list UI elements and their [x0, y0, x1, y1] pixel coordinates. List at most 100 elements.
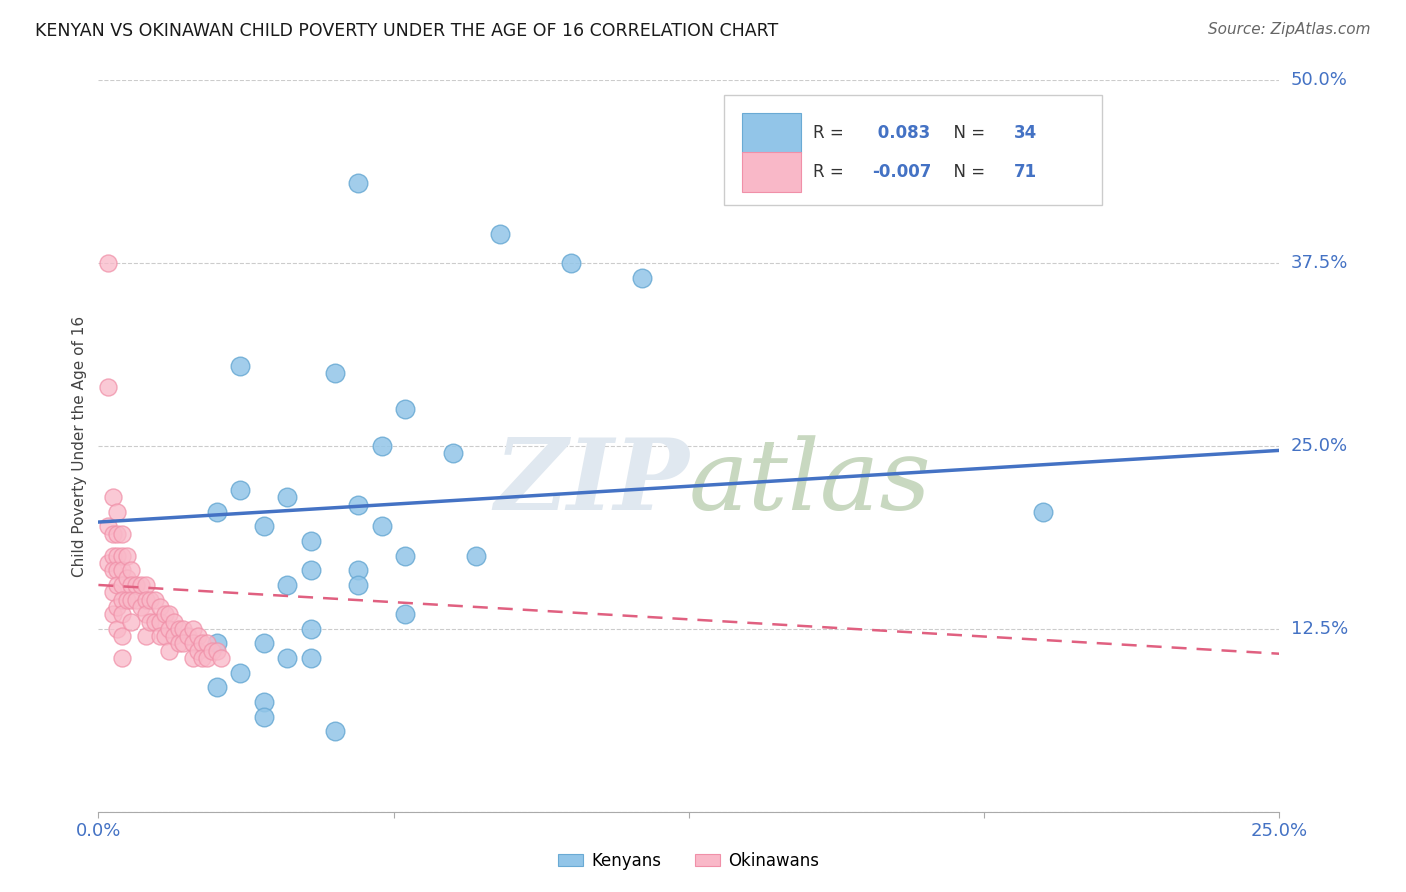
- Point: [181, 636, 204, 650]
- FancyBboxPatch shape: [742, 152, 801, 192]
- Point: [205, 644, 228, 658]
- Point: [191, 636, 214, 650]
- Point: [139, 615, 162, 629]
- Point: [195, 636, 218, 650]
- Point: [157, 644, 180, 658]
- Point: [347, 176, 370, 190]
- Point: [121, 615, 143, 629]
- Point: [97, 256, 120, 270]
- Point: [157, 607, 180, 622]
- Point: [111, 563, 134, 577]
- Point: [121, 578, 143, 592]
- Point: [153, 607, 176, 622]
- Text: N =: N =: [943, 162, 990, 181]
- Point: [105, 563, 128, 577]
- Point: [121, 563, 143, 577]
- Point: [111, 578, 134, 592]
- Point: [135, 629, 157, 643]
- Point: [135, 607, 157, 622]
- Text: R =: R =: [813, 124, 849, 142]
- Text: -0.007: -0.007: [872, 162, 931, 181]
- Point: [115, 571, 138, 585]
- Text: ZIP: ZIP: [494, 434, 689, 531]
- Point: [101, 490, 124, 504]
- Point: [347, 578, 370, 592]
- Point: [299, 563, 322, 577]
- Point: [465, 549, 488, 563]
- Point: [276, 490, 298, 504]
- Point: [111, 592, 134, 607]
- Point: [394, 549, 416, 563]
- Point: [101, 607, 124, 622]
- Text: Source: ZipAtlas.com: Source: ZipAtlas.com: [1208, 22, 1371, 37]
- Point: [347, 498, 370, 512]
- Point: [299, 622, 322, 636]
- Point: [163, 629, 186, 643]
- Point: [276, 578, 298, 592]
- Point: [253, 695, 276, 709]
- Point: [489, 227, 512, 241]
- Point: [276, 651, 298, 665]
- Point: [143, 592, 166, 607]
- Text: 0.083: 0.083: [872, 124, 931, 142]
- Point: [205, 505, 228, 519]
- Point: [163, 615, 186, 629]
- Point: [111, 526, 134, 541]
- Point: [560, 256, 582, 270]
- Text: atlas: atlas: [689, 435, 932, 530]
- Point: [101, 549, 124, 563]
- FancyBboxPatch shape: [742, 113, 801, 153]
- Point: [323, 366, 346, 380]
- Point: [115, 592, 138, 607]
- Point: [441, 446, 464, 460]
- FancyBboxPatch shape: [724, 95, 1102, 204]
- Point: [167, 636, 190, 650]
- Point: [143, 615, 166, 629]
- Point: [177, 629, 200, 643]
- Point: [205, 681, 228, 695]
- Point: [121, 592, 143, 607]
- Point: [101, 563, 124, 577]
- Point: [97, 519, 120, 533]
- Text: 71: 71: [1014, 162, 1036, 181]
- Point: [149, 615, 172, 629]
- Text: N =: N =: [943, 124, 990, 142]
- Text: KENYAN VS OKINAWAN CHILD POVERTY UNDER THE AGE OF 16 CORRELATION CHART: KENYAN VS OKINAWAN CHILD POVERTY UNDER T…: [35, 22, 779, 40]
- Point: [105, 599, 128, 614]
- Point: [139, 592, 162, 607]
- Point: [299, 651, 322, 665]
- Point: [394, 402, 416, 417]
- Point: [135, 592, 157, 607]
- Text: 50.0%: 50.0%: [1291, 71, 1347, 89]
- Point: [394, 607, 416, 622]
- Point: [111, 651, 134, 665]
- Point: [347, 563, 370, 577]
- Point: [209, 651, 232, 665]
- Text: 34: 34: [1014, 124, 1038, 142]
- Point: [129, 599, 152, 614]
- Legend: Kenyans, Okinawans: Kenyans, Okinawans: [551, 846, 827, 877]
- Point: [111, 629, 134, 643]
- Point: [187, 629, 209, 643]
- Point: [105, 549, 128, 563]
- Point: [229, 359, 252, 373]
- Point: [105, 505, 128, 519]
- Point: [135, 578, 157, 592]
- Point: [201, 644, 224, 658]
- Point: [125, 592, 148, 607]
- Point: [299, 534, 322, 549]
- Point: [149, 629, 172, 643]
- Point: [101, 585, 124, 599]
- Point: [229, 665, 252, 680]
- Point: [195, 651, 218, 665]
- Point: [157, 622, 180, 636]
- Point: [191, 651, 214, 665]
- Point: [129, 578, 152, 592]
- Point: [323, 724, 346, 739]
- Point: [167, 622, 190, 636]
- Point: [1032, 505, 1054, 519]
- Text: 12.5%: 12.5%: [1291, 620, 1348, 638]
- Point: [149, 599, 172, 614]
- Point: [101, 526, 124, 541]
- Point: [172, 622, 194, 636]
